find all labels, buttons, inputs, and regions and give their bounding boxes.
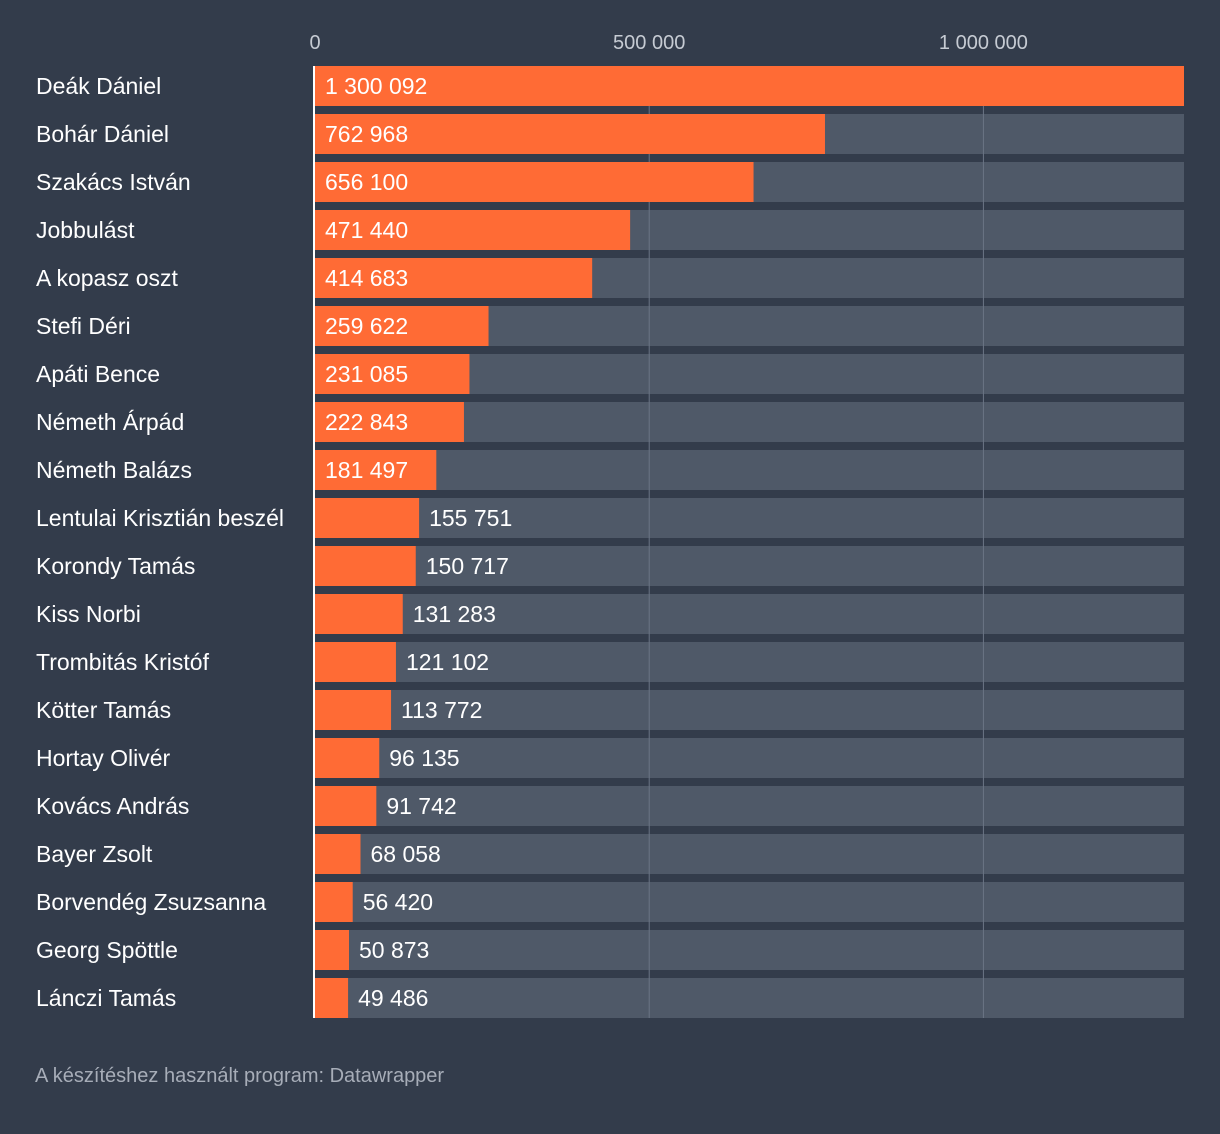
value-label: 414 683 (325, 265, 408, 291)
value-label: 68 058 (370, 841, 440, 867)
x-tick-label: 500 000 (613, 32, 685, 54)
value-label: 96 135 (389, 745, 459, 771)
value-label: 56 420 (363, 889, 433, 915)
bar-track (315, 930, 1184, 970)
value-label: 181 497 (325, 457, 408, 483)
category-label: Trombitás Kristóf (36, 649, 210, 675)
category-label: Kötter Tamás (36, 697, 171, 723)
category-label: Bayer Zsolt (36, 841, 153, 867)
value-label: 656 100 (325, 169, 408, 195)
bar-track (315, 834, 1184, 874)
bar (315, 402, 464, 442)
bar (315, 546, 416, 586)
bar (315, 66, 1184, 106)
value-label: 222 843 (325, 409, 408, 435)
credit-text: A készítéshez használt program: Datawrap… (35, 1065, 445, 1087)
bar-track (315, 450, 1184, 490)
value-label: 762 968 (325, 121, 408, 147)
x-tick-label: 0 (309, 32, 320, 54)
value-label: 259 622 (325, 313, 408, 339)
bar-track (315, 978, 1184, 1018)
bar (315, 834, 361, 874)
bar (315, 258, 593, 298)
bar-track (315, 498, 1184, 538)
category-label: Kiss Norbi (36, 601, 141, 627)
bar (315, 114, 825, 154)
category-label: Lentulai Krisztián beszél (36, 505, 284, 531)
category-label: Kovács András (36, 793, 189, 819)
bar (315, 354, 470, 394)
bar (315, 306, 489, 346)
bar (315, 978, 349, 1018)
category-label: Georg Spöttle (36, 937, 178, 963)
bar (315, 882, 353, 922)
category-label: Szakács István (36, 169, 191, 195)
bar (315, 498, 420, 538)
bar-track (315, 642, 1184, 682)
value-label: 155 751 (429, 505, 512, 531)
category-label: Bohár Dániel (36, 121, 169, 147)
value-label: 150 717 (426, 553, 509, 579)
category-label: Németh Balázs (36, 457, 192, 483)
bar (315, 786, 377, 826)
category-label: Stefi Déri (36, 313, 131, 339)
bar (315, 930, 350, 970)
bar (315, 738, 380, 778)
category-label: Németh Árpád (36, 409, 184, 435)
value-label: 50 873 (359, 937, 429, 963)
value-label: 231 085 (325, 361, 408, 387)
value-label: 131 283 (413, 601, 496, 627)
value-label: 1 300 092 (325, 73, 427, 99)
category-label: Borvendég Zsuzsanna (36, 889, 266, 915)
bar-track (315, 738, 1184, 778)
bar-track (315, 786, 1184, 826)
bar-track (315, 882, 1184, 922)
value-label: 113 772 (401, 697, 482, 723)
bar (315, 594, 403, 634)
bar-track (315, 594, 1184, 634)
value-label: 471 440 (325, 217, 408, 243)
bar-track (315, 546, 1184, 586)
category-label: Jobbulást (36, 217, 135, 243)
category-label: Apáti Bence (36, 361, 160, 387)
bar (315, 210, 631, 250)
category-label: Korondy Tamás (36, 553, 195, 579)
category-label: Deák Dániel (36, 73, 161, 99)
bar (315, 690, 392, 730)
value-label: 49 486 (358, 985, 428, 1011)
value-label: 91 742 (386, 793, 456, 819)
bar (315, 162, 754, 202)
bar-track (315, 690, 1184, 730)
value-label: 121 102 (406, 649, 489, 675)
category-label: Lánczi Tamás (36, 985, 176, 1011)
category-label: Hortay Olivér (36, 745, 171, 771)
bar (315, 450, 437, 490)
x-tick-label: 1 000 000 (939, 32, 1028, 54)
bar (315, 642, 396, 682)
category-label: A kopasz oszt (36, 265, 179, 291)
